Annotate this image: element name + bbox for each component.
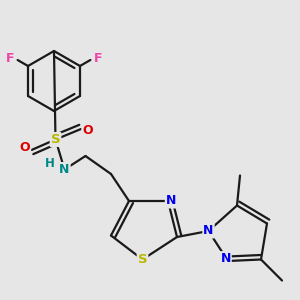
Text: F: F — [93, 52, 102, 65]
Text: N: N — [203, 224, 214, 238]
Text: O: O — [20, 141, 30, 154]
Text: S: S — [51, 133, 60, 146]
Text: N: N — [166, 194, 176, 208]
Text: N: N — [59, 163, 70, 176]
Text: N: N — [220, 252, 231, 265]
Text: H: H — [45, 157, 54, 170]
Text: F: F — [6, 52, 15, 65]
Text: S: S — [138, 253, 147, 266]
Text: O: O — [82, 124, 93, 137]
